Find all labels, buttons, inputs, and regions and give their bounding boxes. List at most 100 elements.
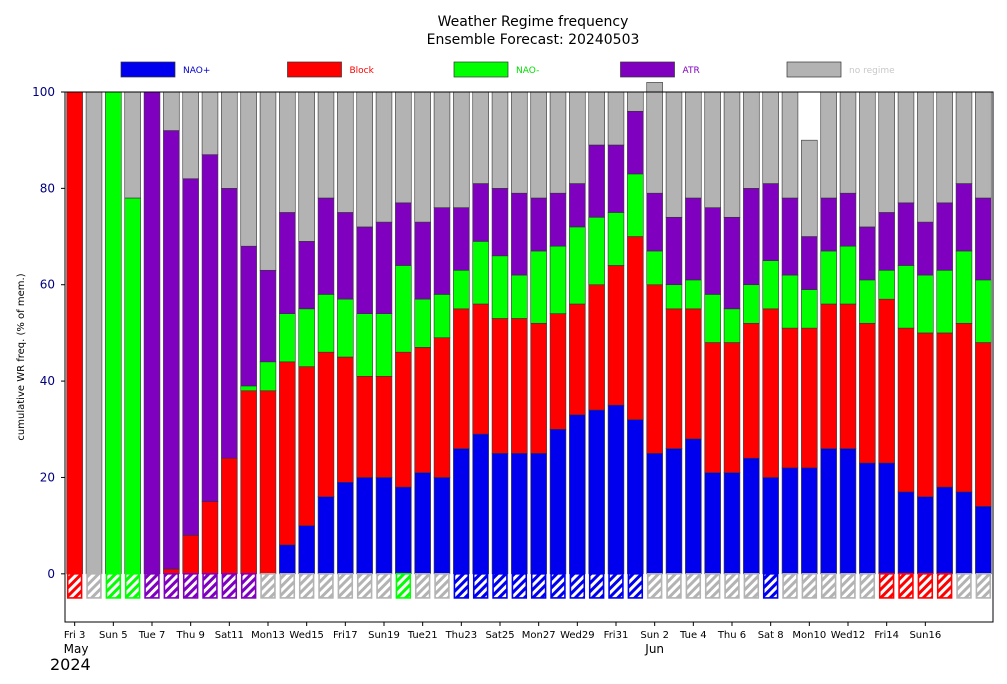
bar-no-regime-32 bbox=[685, 91, 702, 199]
bar-atr-4 bbox=[143, 91, 161, 575]
bar-block-31 bbox=[665, 308, 683, 449]
dominant-regime-25 bbox=[550, 573, 566, 599]
bar-nao-31 bbox=[665, 284, 683, 310]
bar-atr-21 bbox=[472, 183, 489, 242]
dominant-regime-41 bbox=[859, 573, 876, 599]
dominant-regime-4 bbox=[144, 573, 160, 599]
bar-block-15 bbox=[356, 375, 373, 478]
bar-block-46 bbox=[955, 322, 973, 493]
bar-atr-32 bbox=[685, 197, 702, 281]
bar-block-24 bbox=[530, 322, 547, 454]
bar-nao-20 bbox=[453, 269, 470, 310]
bar-block-36 bbox=[762, 308, 779, 478]
bar-nao-22 bbox=[491, 255, 509, 319]
bar-block-9 bbox=[240, 390, 257, 575]
bar-no-regime-30 bbox=[646, 82, 663, 194]
month-label-jun: Jun bbox=[644, 642, 664, 656]
bar-nao-11 bbox=[279, 313, 296, 363]
bar-no-regime-37 bbox=[781, 91, 799, 199]
bar-nao-15 bbox=[356, 313, 373, 377]
bar-atr-18 bbox=[414, 221, 431, 300]
bar-atr-30 bbox=[646, 192, 663, 252]
dominant-regime-27 bbox=[588, 573, 605, 599]
bar-nao-plus-20 bbox=[453, 448, 470, 575]
bar-no-regime-21 bbox=[472, 91, 489, 184]
x-tick-label-22: Sat25 bbox=[485, 630, 514, 641]
x-tick-label-36: Sat 8 bbox=[758, 630, 784, 641]
legend-label-nao: NAO- bbox=[516, 66, 539, 76]
y-tick-label-0: 0 bbox=[47, 567, 55, 581]
bar-nao-18 bbox=[414, 298, 431, 348]
bar-nao-27 bbox=[588, 216, 605, 286]
bar-nao-plus-14 bbox=[337, 481, 354, 575]
bar-no-regime-8 bbox=[221, 91, 238, 189]
bar-nao-plus-11 bbox=[279, 544, 296, 575]
bar-no-regime-16 bbox=[375, 91, 393, 223]
x-tick-label-12: Wed15 bbox=[289, 630, 324, 641]
bar-atr-46 bbox=[955, 183, 973, 252]
month-label-may: May bbox=[64, 642, 89, 656]
bar-no-regime-27 bbox=[588, 91, 605, 146]
dominant-regime-10 bbox=[260, 573, 276, 599]
legend-swatch-no-regime bbox=[786, 61, 842, 78]
bar-atr-34 bbox=[723, 216, 741, 310]
bar-atr-47 bbox=[975, 197, 992, 281]
bar-no-regime-36 bbox=[762, 91, 779, 184]
bar-atr-17 bbox=[395, 202, 412, 266]
bar-block-23 bbox=[511, 318, 528, 454]
dominant-regime-43 bbox=[898, 573, 914, 599]
dominant-regime-5 bbox=[163, 573, 180, 599]
bar-block-42 bbox=[878, 298, 895, 464]
bar-nao-3 bbox=[124, 197, 141, 575]
dominant-regime-31 bbox=[666, 573, 682, 599]
bar-block-12 bbox=[298, 366, 315, 526]
dominant-regime-42 bbox=[878, 573, 895, 599]
bar-nao-46 bbox=[955, 250, 973, 324]
bar-block-34 bbox=[723, 342, 741, 473]
bar-block-17 bbox=[395, 351, 412, 488]
bar-nao-plus-32 bbox=[685, 438, 702, 575]
x-tick-label-8: Sat11 bbox=[215, 630, 244, 641]
bar-nao-43 bbox=[897, 265, 915, 329]
dominant-regime-21 bbox=[472, 573, 489, 599]
bar-nao-plus-44 bbox=[917, 496, 934, 575]
x-tick-label-24: Mon27 bbox=[522, 630, 556, 641]
bar-no-regime-5 bbox=[163, 91, 180, 131]
bar-nao-17 bbox=[395, 265, 412, 353]
bar-nao-plus-21 bbox=[472, 433, 489, 575]
bar-atr-37 bbox=[781, 197, 799, 276]
dominant-regime-15 bbox=[356, 573, 373, 599]
bar-atr-42 bbox=[878, 212, 895, 271]
bar-nao-13 bbox=[317, 294, 335, 353]
bar-nao-plus-36 bbox=[762, 477, 779, 575]
bar-block-43 bbox=[897, 327, 915, 493]
x-tick-label-26: Wed29 bbox=[560, 630, 595, 641]
bar-nao-plus-24 bbox=[530, 453, 547, 575]
bar-nao-28 bbox=[607, 212, 625, 266]
bar-nao-plus-35 bbox=[743, 457, 760, 575]
bar-block-44 bbox=[917, 332, 934, 498]
bar-block-8 bbox=[221, 457, 238, 575]
bar-no-regime-3 bbox=[124, 91, 141, 199]
bar-nao-plus-30 bbox=[646, 453, 663, 575]
bar-block-33 bbox=[704, 342, 721, 473]
bar-nao-41 bbox=[859, 279, 876, 324]
legend-label-atr: ATR bbox=[683, 66, 700, 76]
bar-nao-plus-15 bbox=[356, 477, 373, 575]
dominant-regime-14 bbox=[337, 573, 354, 599]
bar-block-20 bbox=[453, 308, 470, 449]
bar-no-regime-19 bbox=[433, 91, 451, 208]
bar-block-11 bbox=[279, 361, 296, 546]
dominant-regime-12 bbox=[298, 573, 315, 599]
bar-no-regime-13 bbox=[317, 91, 335, 199]
legend-swatch-block bbox=[287, 61, 342, 78]
bar-block-32 bbox=[685, 308, 702, 440]
bar-nao-12 bbox=[298, 308, 315, 367]
bar-nao-plus-28 bbox=[607, 404, 625, 575]
dominant-regime-18 bbox=[414, 573, 431, 599]
bar-no-regime-23 bbox=[511, 91, 528, 194]
bar-block-30 bbox=[646, 284, 663, 454]
bar-nao-plus-31 bbox=[665, 448, 683, 575]
dominant-regime-23 bbox=[511, 573, 528, 599]
dominant-regime-37 bbox=[782, 573, 798, 599]
